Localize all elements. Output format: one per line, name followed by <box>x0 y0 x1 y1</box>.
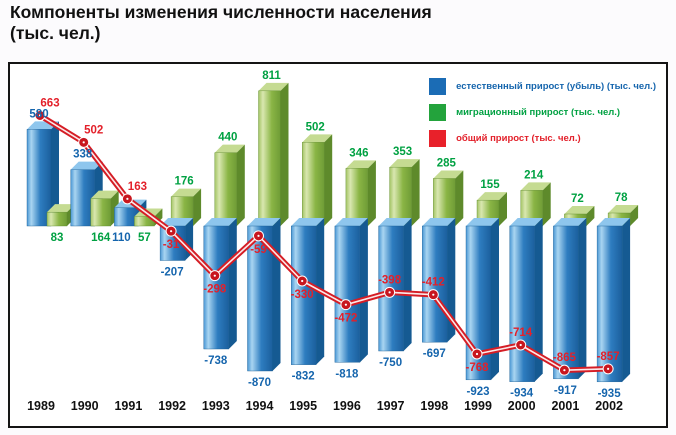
svg-text:-207: -207 <box>161 267 184 279</box>
svg-text:-738: -738 <box>204 355 228 367</box>
svg-text:1989: 1989 <box>27 399 55 413</box>
svg-text:78: 78 <box>615 192 628 204</box>
legend-label-natural: естественный прирост (убыль) (тыс. чел.) <box>456 81 656 92</box>
svg-text:155: 155 <box>480 179 500 191</box>
svg-text:-330: -330 <box>291 289 314 301</box>
svg-text:-697: -697 <box>423 348 446 360</box>
bar-migration-1995 <box>302 134 333 227</box>
bar-natural-2001 <box>553 218 587 380</box>
svg-text:-865: -865 <box>553 352 577 364</box>
bar-natural-2000 <box>509 218 543 382</box>
svg-text:1993: 1993 <box>202 399 230 413</box>
legend-item-migration: миграционный прирост (тыс. чел.) <box>429 104 656 121</box>
svg-text:1991: 1991 <box>114 399 142 413</box>
svg-text:-398: -398 <box>378 274 402 286</box>
total-line: 663 502 163 -31 -298 -59 -330 -472 -398 … <box>34 98 620 376</box>
svg-text:1994: 1994 <box>246 399 274 413</box>
natural-series-swatch-icon <box>429 78 447 95</box>
svg-text:1998: 1998 <box>420 399 448 413</box>
svg-text:-412: -412 <box>422 277 445 289</box>
svg-text:353: 353 <box>393 146 412 158</box>
svg-text:1996: 1996 <box>333 399 361 413</box>
bar-migration-1997 <box>389 159 420 227</box>
svg-text:1997: 1997 <box>377 399 405 413</box>
svg-text:1992: 1992 <box>158 399 186 413</box>
bar-natural-2002 <box>596 218 631 383</box>
bar-migration-1993 <box>214 144 245 227</box>
svg-text:-59: -59 <box>250 244 267 256</box>
svg-text:-714: -714 <box>509 327 533 339</box>
svg-text:346: 346 <box>349 147 368 159</box>
svg-text:2002: 2002 <box>595 399 623 413</box>
svg-text:164: 164 <box>91 232 111 244</box>
migration-series-swatch-icon <box>429 104 447 121</box>
legend-label-migration: миграционный прирост (тыс. чел.) <box>456 107 621 118</box>
svg-text:110: 110 <box>112 232 131 244</box>
bar-migration-1994 <box>258 82 289 227</box>
svg-text:-923: -923 <box>466 386 489 398</box>
svg-text:1995: 1995 <box>289 399 317 413</box>
svg-text:580: 580 <box>29 108 48 120</box>
legend-label-total: общий прирост (тыс. чел.) <box>456 133 581 144</box>
chart-title: Компоненты изменения численности населен… <box>10 2 432 43</box>
svg-text:-298: -298 <box>203 284 227 296</box>
svg-text:-472: -472 <box>334 313 357 325</box>
svg-text:338: 338 <box>73 149 93 161</box>
svg-text:440: 440 <box>218 132 237 144</box>
legend: естественный прирост (убыль) (тыс. чел.)… <box>429 78 656 147</box>
svg-text:214: 214 <box>524 169 544 181</box>
svg-text:-934: -934 <box>510 388 534 400</box>
svg-text:-818: -818 <box>335 368 359 380</box>
svg-text:-917: -917 <box>554 385 577 397</box>
svg-text:502: 502 <box>306 121 325 133</box>
svg-text:285: 285 <box>437 158 457 170</box>
svg-text:811: 811 <box>262 70 281 82</box>
plot-area: 663 502 163 -31 -298 -59 -330 -472 -398 … <box>8 62 668 428</box>
svg-text:1999: 1999 <box>464 399 492 413</box>
bar-migration-2000 <box>520 182 551 227</box>
svg-text:-31: -31 <box>163 239 180 251</box>
svg-text:163: 163 <box>128 181 147 193</box>
svg-text:72: 72 <box>571 193 584 205</box>
bar-migration-1996 <box>345 160 376 227</box>
svg-text:-750: -750 <box>379 357 402 369</box>
svg-text:-768: -768 <box>465 362 489 374</box>
data-labels: 580 83 1989 338 164 1990 110 57 1991 176 -207 1992 4… <box>27 70 628 413</box>
bar-natural-1989 <box>26 121 59 227</box>
total-series-swatch-icon <box>429 130 447 147</box>
svg-text:-870: -870 <box>248 377 271 389</box>
bar-natural-1996 <box>334 218 368 363</box>
legend-item-total: общий прирост (тыс. чел.) <box>429 130 656 147</box>
svg-text:502: 502 <box>84 124 103 136</box>
svg-text:2001: 2001 <box>551 399 579 413</box>
bar-natural-1993 <box>203 218 237 350</box>
svg-text:-857: -857 <box>597 351 620 363</box>
svg-text:663: 663 <box>40 98 59 110</box>
svg-text:-832: -832 <box>292 371 315 383</box>
svg-text:2000: 2000 <box>508 399 536 413</box>
bar-migration-1998 <box>433 170 464 227</box>
svg-text:-935: -935 <box>598 388 622 400</box>
svg-text:1990: 1990 <box>71 399 99 413</box>
chart-canvas: 663 502 163 -31 -298 -59 -330 -472 -398 … <box>26 70 639 413</box>
bar-natural-1998 <box>422 218 456 343</box>
svg-text:176: 176 <box>175 176 194 188</box>
svg-text:83: 83 <box>51 232 64 244</box>
svg-text:57: 57 <box>138 232 151 244</box>
legend-item-natural: естественный прирост (убыль) (тыс. чел.) <box>429 78 656 95</box>
